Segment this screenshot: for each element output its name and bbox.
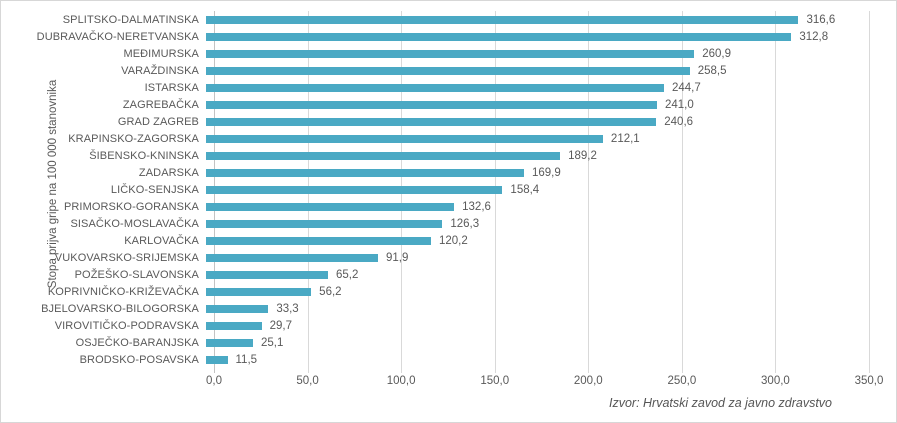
bar <box>206 15 799 24</box>
x-tick-label: 150,0 <box>480 375 510 387</box>
category-label: BRODSKO-POSAVSKA <box>79 354 199 367</box>
x-tick-label: 250,0 <box>667 375 697 387</box>
x-tick-label: 300,0 <box>761 375 790 387</box>
bar-row: ŠIBENSKO-KNINSKA 189,2 <box>1 147 896 164</box>
bar <box>206 168 524 177</box>
value-label: 244,7 <box>671 81 701 94</box>
gridline <box>681 11 683 373</box>
bar <box>206 322 262 331</box>
gridline <box>775 11 777 373</box>
value-label: 312,8 <box>799 30 829 43</box>
bar <box>206 32 792 41</box>
value-label: 260,9 <box>702 47 732 60</box>
bar-row: ZAGREBAČKA 241,0 <box>1 96 896 113</box>
value-label: 212,1 <box>610 132 640 145</box>
bar-row: BJELOVARSKO-BILOGORSKA 33,3 <box>1 301 896 318</box>
category-label: VARAŽDINSKA <box>121 64 199 77</box>
bar-row: VARAŽDINSKA 258,5 <box>1 62 896 79</box>
gridline <box>869 11 870 373</box>
bar <box>206 220 443 229</box>
bar-row: VIROVITIČKO-PODRAVSKA 29,7 <box>1 318 896 335</box>
value-label: 25,1 <box>260 337 284 350</box>
bar <box>206 117 657 126</box>
category-label: OSJEČKO-BARANJSKA <box>75 337 199 350</box>
category-label: KOPRIVNIČKO-KRIŽEVAČKA <box>47 286 199 299</box>
bar <box>206 185 503 194</box>
bar-row: LIČKO-SENJSKA 158,4 <box>1 181 896 198</box>
category-label: ŠIBENSKO-KNINSKA <box>89 149 199 162</box>
gridline <box>588 11 590 373</box>
bar <box>206 305 269 314</box>
value-label: 120,2 <box>438 235 468 248</box>
value-label: 316,6 <box>806 13 836 26</box>
category-label: BJELOVARSKO-BILOGORSKA <box>41 303 199 316</box>
value-label: 91,9 <box>385 252 409 265</box>
bar-row: ISTARSKA 244,7 <box>1 79 896 96</box>
bar-row: GRAD ZAGREB 240,6 <box>1 113 896 130</box>
value-label: 65,2 <box>336 269 359 282</box>
value-label: 189,2 <box>568 149 597 162</box>
bar-row: SISAČKO-MOSLAVAČKA 126,3 <box>1 216 896 233</box>
value-label: 169,9 <box>531 166 561 179</box>
value-label: 258,5 <box>697 64 727 77</box>
bar <box>206 254 378 263</box>
bar <box>206 66 690 75</box>
bar <box>206 288 312 297</box>
bar <box>206 237 431 246</box>
bar-row: POŽEŠKO-SLAVONSKA 65,2 <box>1 267 896 284</box>
value-label: 126,3 <box>450 218 480 231</box>
bar <box>206 339 253 348</box>
category-label: POŽEŠKO-SLAVONSKA <box>74 269 199 282</box>
bar <box>206 151 561 160</box>
category-label: ISTARSKA <box>144 81 199 94</box>
bar <box>206 100 657 109</box>
category-label: PRIMORSKO-GORANSKA <box>63 201 199 214</box>
bar <box>206 203 455 212</box>
category-label: KARLOVAČKA <box>124 235 199 248</box>
source-note: Izvor: Hrvatski zavod za javno zdravstvo <box>609 396 832 410</box>
value-label: 132,6 <box>462 201 491 214</box>
x-tick-label: 100,0 <box>386 375 416 387</box>
bar <box>206 49 695 58</box>
bar <box>206 271 329 280</box>
category-label: GRAD ZAGREB <box>117 115 199 128</box>
x-tick-label: 200,0 <box>573 375 603 387</box>
x-tick-label: 0,0 <box>206 375 222 387</box>
bar-row: ZADARSKA 169,9 <box>1 164 896 181</box>
bar <box>206 83 664 92</box>
category-label: KRAPINSKO-ZAGORSKA <box>68 132 199 145</box>
x-tick-label: 350,0 <box>854 375 884 387</box>
bar-row: VUKOVARSKO-SRIJEMSKA 91,9 <box>1 250 896 267</box>
x-tick-label: 50,0 <box>296 375 319 387</box>
bar-row: PRIMORSKO-GORANSKA 132,6 <box>1 199 896 216</box>
bar-row: SPLITSKO-DALMATINSKA 316,6 <box>1 11 896 28</box>
category-label: DUBRAVAČKO-NERETVANSKA <box>36 30 199 43</box>
value-label: 11,5 <box>235 354 258 367</box>
value-label: 29,7 <box>269 320 292 333</box>
category-label: VUKOVARSKO-SRIJEMSKA <box>54 252 199 265</box>
category-label: ZAGREBAČKA <box>122 98 199 111</box>
value-label: 241,0 <box>665 98 694 111</box>
bar <box>206 134 603 143</box>
value-label: 56,2 <box>319 286 342 299</box>
bar-row: MEĐIMURSKA 260,9 <box>1 45 896 62</box>
bar-row: KARLOVAČKA 120,2 <box>1 233 896 250</box>
bar-row: KRAPINSKO-ZAGORSKA 212,1 <box>1 130 896 147</box>
category-label: LIČKO-SENJSKA <box>110 183 199 196</box>
category-label: MEĐIMURSKA <box>123 47 199 60</box>
bar-row: OSJEČKO-BARANJSKA 25,1 <box>1 335 896 352</box>
value-label: 240,6 <box>664 115 694 128</box>
category-label: SISAČKO-MOSLAVAČKA <box>70 218 199 231</box>
value-label: 33,3 <box>276 303 299 316</box>
bar <box>206 356 228 365</box>
category-label: ZADARSKA <box>138 166 199 179</box>
bar-row: DUBRAVAČKO-NERETVANSKA 312,8 <box>1 28 896 45</box>
category-label: SPLITSKO-DALMATINSKA <box>62 13 199 26</box>
value-label: 158,4 <box>510 183 540 196</box>
bar-row: KOPRIVNIČKO-KRIŽEVAČKA 56,2 <box>1 284 896 301</box>
bar-row: BRODSKO-POSAVSKA 11,5 <box>1 352 896 369</box>
category-label: VIROVITIČKO-PODRAVSKA <box>54 320 199 333</box>
